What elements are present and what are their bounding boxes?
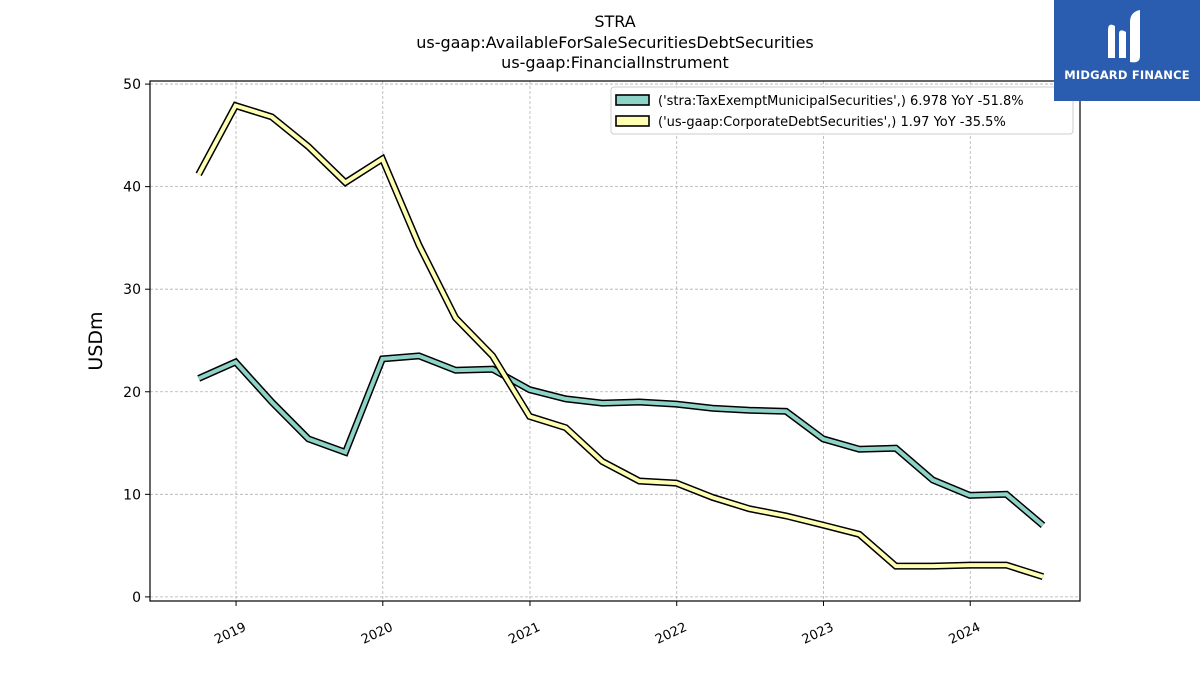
y-tick-label: 20 bbox=[123, 385, 141, 401]
grid bbox=[150, 81, 1080, 601]
logo: MIDGARD FINANCE bbox=[1054, 0, 1200, 101]
chart-title: STRA us-gaap:AvailableForSaleSecuritiesD… bbox=[416, 12, 814, 72]
legend-label-0: ('stra:TaxExemptMunicipalSecurities',) 6… bbox=[658, 94, 1024, 109]
plot-area bbox=[149, 80, 1081, 602]
series-layer bbox=[195, 101, 1046, 581]
x-tick-label: 2024 bbox=[947, 620, 983, 648]
legend-swatch-0 bbox=[615, 94, 650, 106]
y-axis-label: USDm bbox=[85, 311, 107, 370]
chart-title-line-2: us-gaap:AvailableForSaleSecuritiesDebtSe… bbox=[416, 33, 814, 52]
y-tick-label: 10 bbox=[123, 487, 141, 503]
series-1-line bbox=[196, 103, 1044, 579]
series-1-outline bbox=[195, 101, 1045, 581]
y-tick-label: 0 bbox=[132, 590, 141, 606]
y-tick-label: 30 bbox=[123, 282, 141, 298]
x-tick-label: 2021 bbox=[506, 620, 542, 648]
logo-text: MIDGARD FINANCE bbox=[1064, 68, 1190, 82]
x-tick-label: 2020 bbox=[359, 620, 395, 648]
chart-title-line-3: us-gaap:FinancialInstrument bbox=[501, 53, 729, 72]
y-tick-label: 40 bbox=[123, 180, 141, 196]
series-0-line bbox=[197, 353, 1045, 527]
legend-box bbox=[610, 86, 1074, 135]
chart-title-line-1: STRA bbox=[594, 12, 635, 31]
axes: 0 10 20 30 40 50 2019 2020 2021 2022 2023 2024 bbox=[123, 77, 983, 648]
legend: ('stra:TaxExemptMunicipalSecurities',) 6… bbox=[610, 86, 1074, 135]
legend-label-1: ('us-gaap:CorporateDebtSecurities',) 1.9… bbox=[658, 115, 1006, 130]
x-tick-label: 2022 bbox=[653, 620, 689, 648]
series-0-outline bbox=[197, 352, 1046, 528]
x-tick-label: 2019 bbox=[212, 620, 248, 648]
x-tick-label: 2023 bbox=[800, 620, 836, 648]
logo-mark-icon bbox=[1108, 10, 1140, 63]
y-tick-label: 50 bbox=[123, 77, 141, 93]
legend-swatch-1 bbox=[615, 115, 650, 127]
